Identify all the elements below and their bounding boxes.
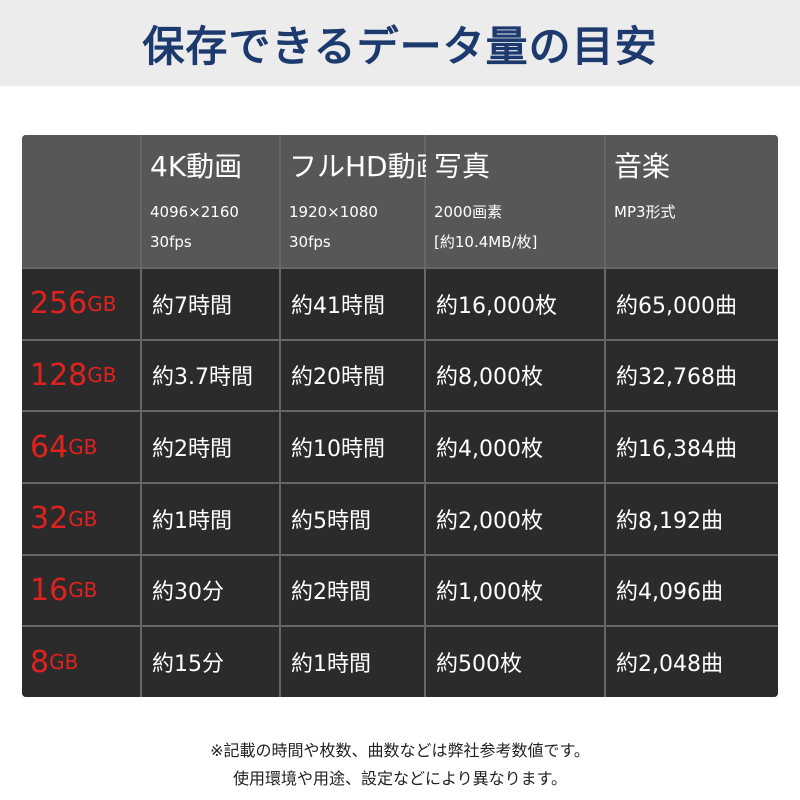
table-cell: 約8,000枚 (426, 340, 604, 411)
column-header: フルHD動画 1920×1080 30fps (281, 135, 444, 267)
column-detail: 30fps (289, 233, 331, 251)
capacity-unit: GB (87, 363, 117, 388)
capacity-cell: 8 GB (22, 627, 140, 697)
column-name: 4K動画 (150, 150, 243, 183)
capacity-cell: 128 GB (22, 340, 140, 411)
corner-cell (22, 135, 140, 267)
table-cell: 約32,768曲 (606, 340, 778, 411)
capacity-unit: GB (68, 506, 98, 531)
table: 4K動画 4096×2160 30fps フルHD動画 1920×1080 30fps 写真… (22, 135, 778, 697)
table-cell: 約20時間 (281, 340, 424, 411)
note: 使用環境や用途、設定などにより異なります。 (232, 769, 568, 788)
column-name: 音楽 (614, 150, 671, 183)
table-cell: 約1,000枚 (426, 555, 604, 626)
column-detail: [約10.4MB/枚] (434, 233, 538, 251)
table-cell: 約1時間 (142, 483, 279, 554)
column-header: 写真 2000画素 [約10.4MB/枚] (426, 135, 604, 267)
table-cell: 約4,000枚 (426, 412, 604, 482)
capacity: 16 (30, 572, 69, 608)
title: 保存できるデータ量の目安 (142, 21, 658, 71)
capacity-unit: GB (68, 578, 98, 603)
column-detail: 30fps (150, 233, 192, 251)
table-cell: 約41時間 (281, 269, 424, 339)
capacity: 256 (30, 286, 88, 322)
column-name: 写真 (434, 150, 491, 183)
capacity: 64 (30, 429, 69, 465)
capacity-cell: 16 GB (22, 555, 140, 626)
table-cell: 約65,000曲 (606, 269, 778, 339)
table-cell: 約7時間 (142, 269, 279, 339)
column-header: 音楽 MP3形式 (606, 135, 778, 267)
table-cell: 約16,000枚 (426, 269, 604, 339)
table-cell: 約2,000枚 (426, 483, 604, 554)
table-cell: 約2時間 (281, 555, 424, 626)
capacity-cell: 64 GB (22, 412, 140, 482)
capacity-unit: GB (68, 435, 98, 460)
capacity-cell: 32 GB (22, 483, 140, 554)
capacity-cell: 256 GB (22, 269, 140, 339)
table-cell: 約10時間 (281, 412, 424, 482)
column-detail: 1920×1080 (289, 203, 378, 221)
table-cell: 約3.7時間 (142, 340, 279, 411)
table-cell: 約30分 (142, 555, 279, 626)
table-cell: 約2時間 (142, 412, 279, 482)
table-cell: 約5時間 (281, 483, 424, 554)
table-cell: 約4,096曲 (606, 555, 778, 626)
capacity-unit: GB (87, 291, 117, 316)
table-cell: 約16,384曲 (606, 412, 778, 482)
capacity-unit: GB (49, 650, 79, 675)
table-cell: 約15分 (142, 627, 279, 697)
column-detail: MP3形式 (614, 203, 676, 221)
table-cell: 約8,192曲 (606, 483, 778, 554)
table-cell: 約500枚 (426, 627, 604, 697)
column-detail: 4096×2160 (150, 203, 239, 221)
column-detail: 2000画素 (434, 203, 503, 221)
column-header: 4K動画 4096×2160 30fps (142, 135, 279, 267)
header: 保存できるデータ量の目安 (0, 0, 800, 86)
capacity: 32 (30, 501, 69, 537)
column-name: フルHD動画 (289, 150, 444, 183)
table-cell: 約2,048曲 (606, 627, 778, 697)
table-cell: 約1時間 (281, 627, 424, 697)
notes: ※記載の時間や枚数、曲数などは弊社参考数値です。 使用環境や用途、設定などにより異… (0, 737, 800, 793)
capacity: 128 (30, 357, 88, 393)
capacity: 8 (30, 644, 50, 680)
note: ※記載の時間や枚数、曲数などは弊社参考数値です。 (210, 741, 590, 760)
